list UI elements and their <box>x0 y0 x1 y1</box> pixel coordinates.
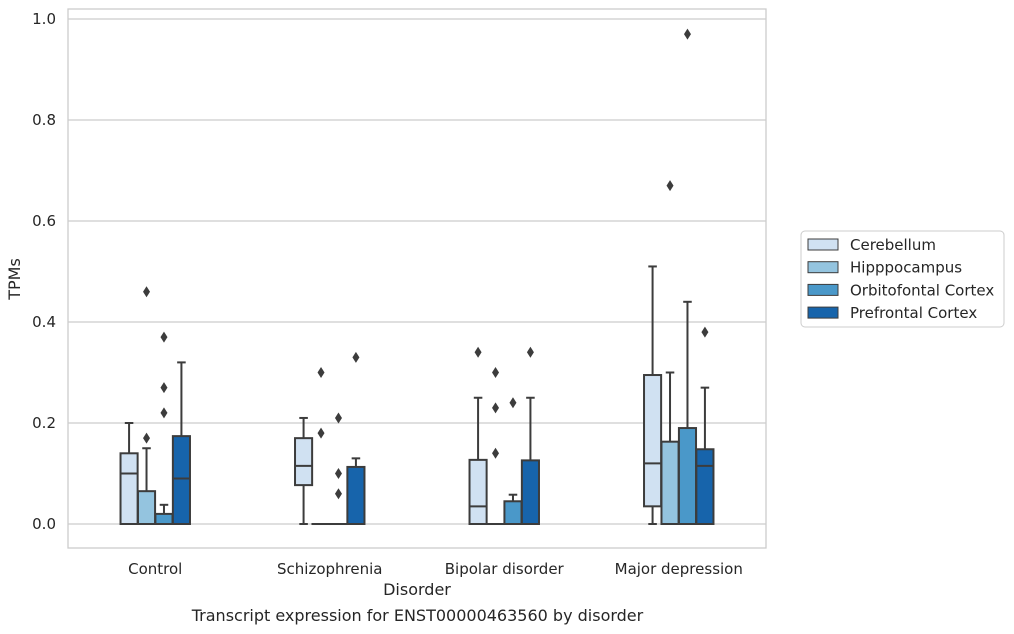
box <box>119 452 139 525</box>
outlier-point <box>160 407 168 419</box>
box <box>468 458 488 525</box>
legend-box <box>800 230 1005 328</box>
plot-area <box>67 8 767 549</box>
outlier-point <box>526 346 534 358</box>
legend-swatch <box>807 306 839 319</box>
figure-caption: Transcript expression for ENST0000046356… <box>191 606 644 625</box>
box <box>660 440 680 525</box>
outlier-point <box>492 402 500 414</box>
box <box>154 512 174 526</box>
box-0-3 <box>643 265 663 525</box>
y-axis-label: TPMs <box>5 258 24 301</box>
box-0-1 <box>294 416 314 525</box>
box-3-2 <box>520 346 540 525</box>
box <box>171 435 191 526</box>
x-tick-label: Schizophrenia <box>277 560 382 578</box>
box <box>643 374 663 508</box>
box-1-2 <box>485 367 506 526</box>
x-axis: Control Schizophrenia Bipolar disorder Majo… <box>128 560 743 578</box>
y-tick-label: 1.0 <box>32 10 56 28</box>
box <box>503 500 523 525</box>
legend-label: Prefrontal Cortex <box>850 304 977 322</box>
box <box>294 437 314 487</box>
box-2-1 <box>328 412 349 526</box>
x-axis-label: Disorder <box>383 580 451 599</box>
x-tick-label: Major depression <box>615 560 743 578</box>
box-3-0 <box>171 361 191 526</box>
box <box>346 465 366 525</box>
outlier-point <box>143 432 151 444</box>
legend-label: Cerebellum <box>850 236 936 254</box>
box <box>520 459 540 525</box>
outlier-point <box>509 397 517 409</box>
box-2-2 <box>503 397 523 525</box>
outlier-point <box>334 412 342 424</box>
outlier-point <box>666 180 674 192</box>
outlier-point <box>317 367 325 378</box>
y-tick-label: 0.2 <box>32 414 56 432</box>
y-tick-label: 0.0 <box>32 515 56 533</box>
x-tick-label: Control <box>128 560 182 578</box>
outlier-point <box>683 28 691 40</box>
box <box>677 427 698 525</box>
outlier-point <box>492 447 500 459</box>
outlier-point <box>160 331 168 343</box>
box <box>695 448 715 526</box>
y-tick-label: 0.6 <box>32 212 56 230</box>
outlier-point <box>317 427 325 439</box>
box-0-2 <box>468 346 488 525</box>
box <box>136 490 157 525</box>
box-3-1 <box>346 351 366 525</box>
legend: Cerebellum Hipppocampus Orbitofontal Corte… <box>800 230 1005 328</box>
y-tick-label: 0.8 <box>32 111 56 129</box>
legend-label: Hipppocampus <box>850 259 962 277</box>
outlier-point <box>474 346 482 358</box>
box-plots <box>119 28 715 526</box>
outlier-point <box>160 382 168 394</box>
outlier-point <box>334 468 342 479</box>
legend-swatch <box>807 238 839 251</box>
box-1-1 <box>311 367 331 526</box>
outlier-point <box>334 488 342 500</box>
box-1-0 <box>136 286 157 525</box>
y-tick-label: 0.4 <box>32 313 56 331</box>
outlier-point <box>143 286 151 298</box>
box-2-0 <box>154 331 174 526</box>
legend-swatch <box>807 283 839 296</box>
y-axis: 0.0 0.2 0.4 0.6 0.8 1.0 <box>32 10 56 533</box>
legend-label: Orbitofontal Cortex <box>850 281 994 299</box>
legend-swatch <box>807 261 839 274</box>
box-0-0 <box>119 422 139 525</box>
outlier-point <box>352 351 360 363</box>
box-3-3 <box>695 326 715 526</box>
outlier-point <box>492 367 500 378</box>
box-2-3 <box>677 28 698 525</box>
box-1-3 <box>660 180 680 525</box>
outlier-point <box>701 326 709 338</box>
x-tick-label: Bipolar disorder <box>445 560 565 578</box>
